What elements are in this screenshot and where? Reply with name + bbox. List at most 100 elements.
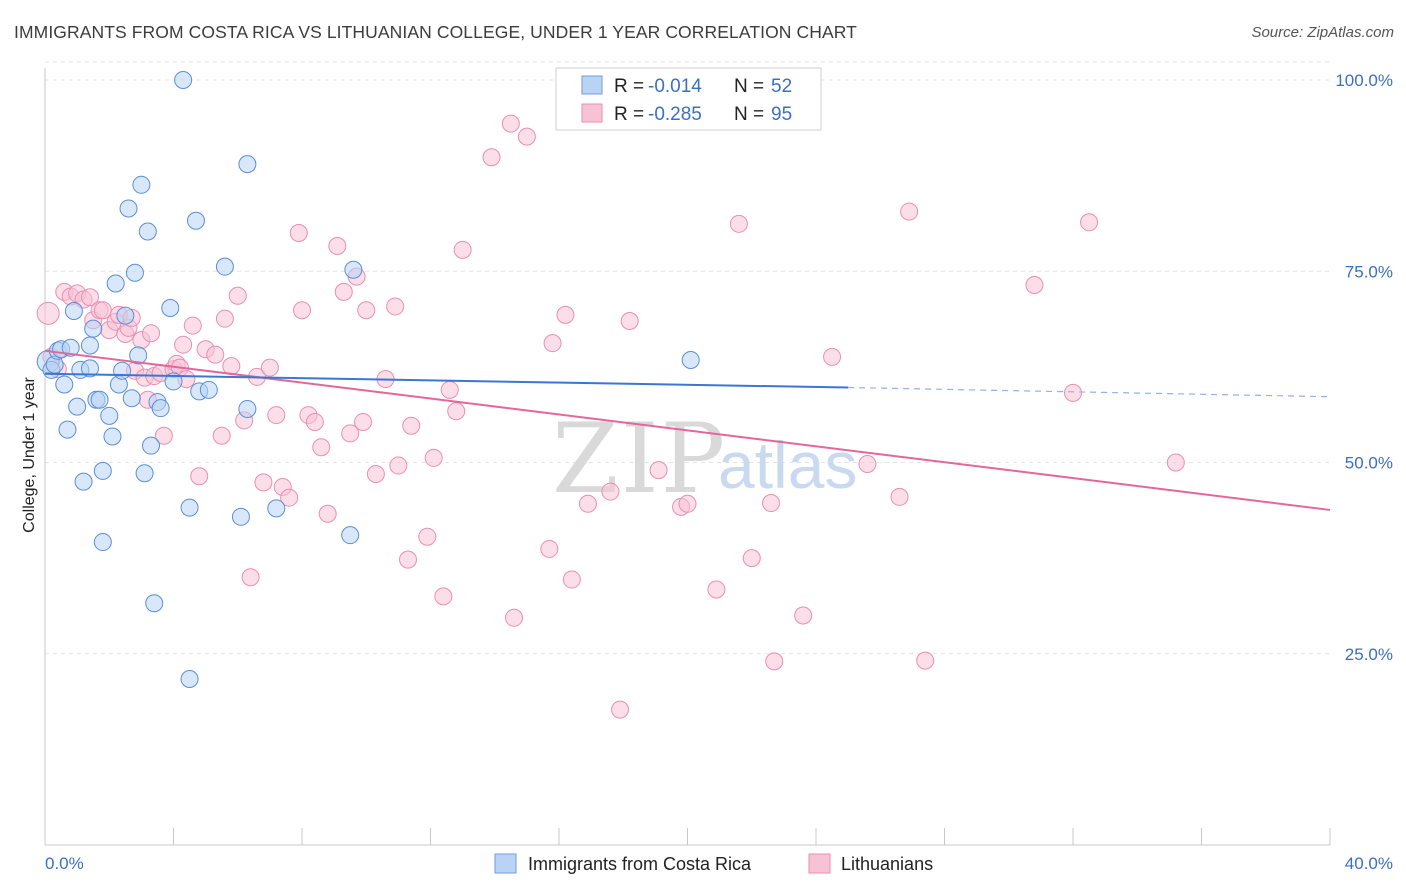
point-lithuanians-36 <box>222 357 241 376</box>
point-costa-rica-46 <box>238 155 257 174</box>
point-lithuanians-34 <box>212 426 231 445</box>
stats-swatch-blue <box>581 75 603 95</box>
stats-legend: R = -0.014 N = 52 R = -0.285 N = 95 <box>555 67 822 131</box>
point-costa-rica-29 <box>132 175 151 194</box>
point-costa-rica-9 <box>68 397 87 416</box>
point-lithuanians-77 <box>562 570 581 589</box>
point-costa-rica-48 <box>267 499 286 518</box>
point-lithuanians-57 <box>357 301 376 320</box>
point-lithuanians-42 <box>260 358 279 377</box>
point-lithuanians-45 <box>280 488 299 507</box>
point-lithuanians-75 <box>543 334 562 353</box>
point-costa-rica-19 <box>100 406 119 425</box>
watermark-zip: ZIP <box>552 403 727 515</box>
point-lithuanians-93 <box>890 487 909 506</box>
point-costa-rica-47 <box>238 399 257 418</box>
point-costa-rica-36 <box>161 298 180 317</box>
point-lithuanians-61 <box>389 456 408 475</box>
point-costa-rica-40 <box>180 669 199 688</box>
point-lithuanians-94 <box>900 202 919 221</box>
point-lithuanians-7 <box>80 288 99 307</box>
trend-costa-rica-extension <box>848 386 1331 398</box>
point-lithuanians-68 <box>447 402 466 421</box>
axes <box>44 68 1331 846</box>
point-lithuanians-56 <box>354 412 373 431</box>
point-lithuanians-65 <box>424 448 443 467</box>
point-lithuanians-66 <box>434 587 453 606</box>
point-lithuanians-82 <box>649 461 668 480</box>
point-lithuanians-51 <box>318 504 337 523</box>
point-lithuanians-69 <box>453 240 472 259</box>
point-costa-rica-14 <box>84 319 103 338</box>
point-lithuanians-50 <box>312 438 331 457</box>
point-lithuanians-21 <box>142 324 161 343</box>
point-costa-rica-35 <box>151 399 170 418</box>
tick-labels: 100.0% 75.0% 50.0% 25.0% 0.0% 40.0% <box>45 71 1393 873</box>
y-tick-label-2: 50.0% <box>1345 454 1393 473</box>
y-axis-title: College, Under 1 year <box>21 377 38 533</box>
point-lithuanians-89 <box>765 652 784 671</box>
point-lithuanians-91 <box>823 347 842 366</box>
point-lithuanians-31 <box>190 467 209 486</box>
point-lithuanians-63 <box>402 416 421 435</box>
point-lithuanians-95 <box>916 651 935 670</box>
watermark-atlas: atlas <box>718 428 857 502</box>
point-lithuanians-24 <box>154 426 173 445</box>
watermark: ZIP atlas <box>552 403 857 515</box>
point-costa-rica-27 <box>125 263 144 282</box>
point-lithuanians-84 <box>678 494 697 513</box>
stats-swatch-pink <box>581 103 603 123</box>
series-lithuanians <box>36 114 1185 719</box>
point-lithuanians-88 <box>762 494 781 513</box>
point-costa-rica-38 <box>174 71 193 89</box>
point-lithuanians-72 <box>505 608 524 627</box>
point-costa-rica-28 <box>129 346 148 365</box>
x-tick-label-0: 0.0% <box>45 854 84 873</box>
point-costa-rica-18 <box>93 533 112 552</box>
point-lithuanians-97 <box>1064 383 1082 402</box>
point-costa-rica-30 <box>135 464 154 483</box>
point-lithuanians-49 <box>305 412 324 431</box>
point-lithuanians-39 <box>241 568 260 587</box>
point-lithuanians-76 <box>556 305 575 324</box>
source-label: Source: ZipAtlas.com <box>1251 24 1394 41</box>
point-costa-rica-39 <box>180 498 199 517</box>
point-lithuanians-74 <box>540 539 559 558</box>
series-legend: Immigrants from Costa Rica Lithuanians <box>494 853 933 874</box>
stats-r-value-pink: -0.285 <box>648 104 702 125</box>
x-tick-label-1: 40.0% <box>1345 854 1393 873</box>
point-costa-rica-31 <box>138 222 157 241</box>
point-costa-rica-41 <box>186 211 205 230</box>
point-lithuanians-73 <box>517 127 536 146</box>
point-lithuanians-87 <box>742 549 761 568</box>
point-costa-rica-11 <box>74 472 93 491</box>
y-tick-label-0: 100.0% <box>1335 71 1393 90</box>
stats-r-value-blue: -0.014 <box>648 76 702 97</box>
point-lithuanians-99 <box>1166 453 1185 472</box>
point-lithuanians-98 <box>1080 213 1099 232</box>
y-tick-label-3: 25.0% <box>1345 645 1393 664</box>
point-costa-rica-13 <box>80 336 99 355</box>
point-lithuanians-52 <box>328 237 347 256</box>
point-costa-rica-17 <box>93 461 112 480</box>
point-lithuanians-81 <box>620 311 639 330</box>
point-costa-rica-49 <box>341 526 360 545</box>
trend-lines <box>44 349 1331 511</box>
point-lithuanians-92 <box>858 455 877 474</box>
point-costa-rica-12 <box>80 359 99 378</box>
point-costa-rica-20 <box>103 427 122 446</box>
y-tick-label-1: 75.0% <box>1345 262 1393 281</box>
point-lithuanians-85 <box>707 580 726 599</box>
point-lithuanians-28 <box>174 335 193 354</box>
point-lithuanians-62 <box>399 550 418 569</box>
point-costa-rica-50 <box>344 260 363 279</box>
point-lithuanians-70 <box>482 148 501 167</box>
point-lithuanians-64 <box>418 527 437 546</box>
point-lithuanians-58 <box>366 464 385 483</box>
point-lithuanians-41 <box>254 473 273 492</box>
chart-title: IMMIGRANTS FROM COSTA RICA VS LITHUANIAN… <box>14 22 857 42</box>
point-lithuanians-71 <box>501 114 520 133</box>
point-lithuanians-37 <box>228 286 247 305</box>
point-costa-rica-25 <box>119 199 138 218</box>
